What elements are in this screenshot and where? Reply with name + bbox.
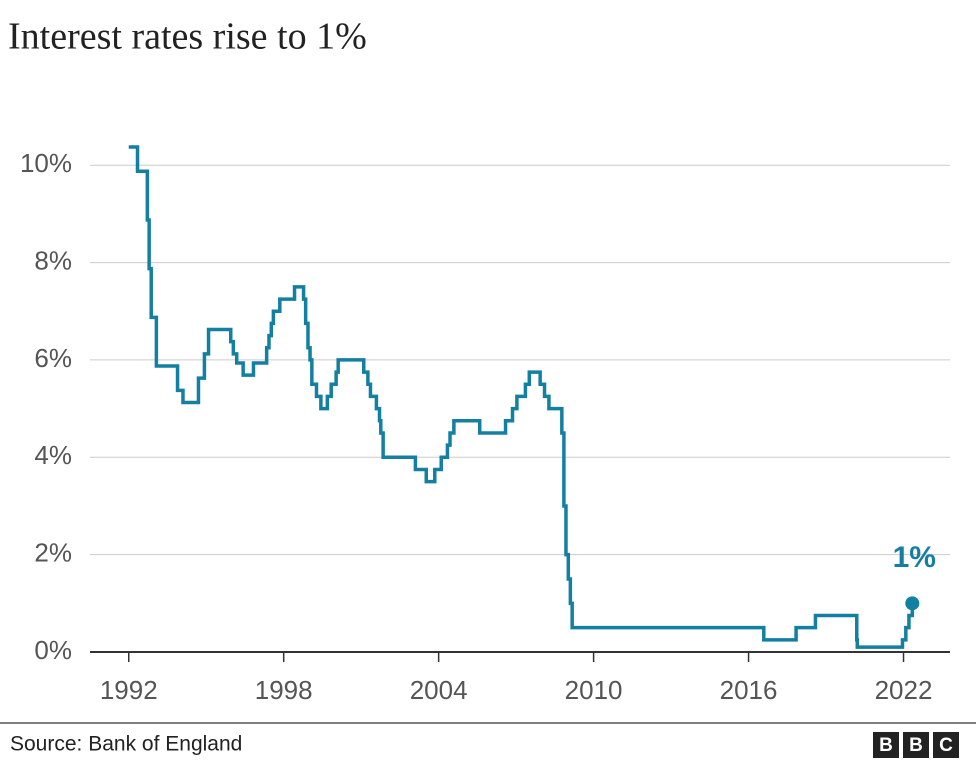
y-tick-label: 10% [20, 148, 72, 178]
source: Source: Bank of England [10, 733, 242, 756]
y-tick-label: 0% [34, 635, 72, 665]
y-tick-label: 2% [34, 538, 72, 568]
x-tick-label: 2016 [720, 675, 778, 705]
logo-letter: C [939, 735, 953, 756]
logo: B B C [873, 732, 959, 758]
line [128, 145, 915, 649]
x-tick-label: 1992 [100, 675, 158, 705]
y-tick-label: 4% [34, 440, 72, 470]
x-tick-label: 2004 [410, 675, 468, 705]
logo-block [933, 732, 959, 758]
logo-letter: B [909, 735, 923, 756]
y-tick-label: 6% [34, 343, 72, 373]
x-tick-label: 2010 [565, 675, 623, 705]
end-dot [905, 596, 920, 611]
chart-title: Interest rates rise to 1% [8, 16, 367, 58]
logo-block [903, 732, 929, 758]
annotation: 1% [893, 541, 936, 574]
y-tick-label: 8% [34, 245, 72, 275]
logo-letter: B [879, 735, 893, 756]
logo-block [873, 732, 899, 758]
x-tick-label: 2022 [875, 675, 933, 705]
x-tick-label: 1998 [255, 675, 313, 705]
